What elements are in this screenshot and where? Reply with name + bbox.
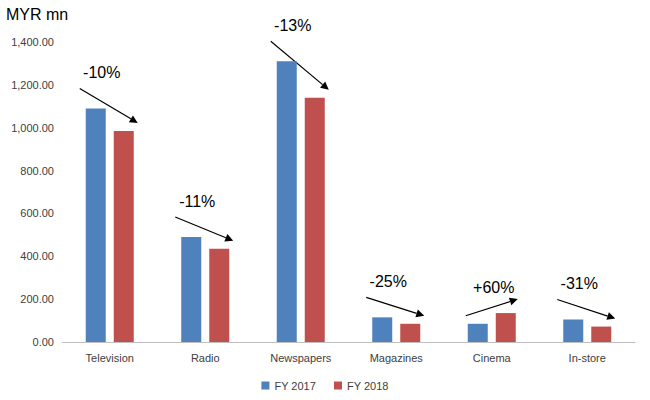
svg-text:400.00: 400.00 <box>20 250 54 262</box>
svg-text:-10%: -10% <box>83 64 120 81</box>
svg-text:Television: Television <box>86 352 134 364</box>
svg-text:800.00: 800.00 <box>20 165 54 177</box>
svg-text:Radio: Radio <box>191 352 220 364</box>
svg-text:-25%: -25% <box>370 273 407 290</box>
svg-text:FY 2017: FY 2017 <box>274 380 315 392</box>
svg-text:+60%: +60% <box>473 279 514 296</box>
svg-text:-31%: -31% <box>561 275 598 292</box>
svg-text:1,200.00: 1,200.00 <box>11 79 54 91</box>
svg-text:FY 2018: FY 2018 <box>347 380 388 392</box>
svg-text:-11%: -11% <box>179 193 215 210</box>
svg-text:1,400.00: 1,400.00 <box>11 36 54 48</box>
svg-text:MYR mn: MYR mn <box>6 6 68 23</box>
svg-text:In-store: In-store <box>569 352 606 364</box>
svg-text:Newspapers: Newspapers <box>270 352 332 364</box>
svg-text:Cinema: Cinema <box>473 352 512 364</box>
svg-text:0.00: 0.00 <box>33 336 54 348</box>
svg-text:Magazines: Magazines <box>370 352 424 364</box>
svg-text:1,000.00: 1,000.00 <box>11 122 54 134</box>
svg-text:600.00: 600.00 <box>20 207 54 219</box>
svg-text:-13%: -13% <box>274 17 311 34</box>
svg-text:200.00: 200.00 <box>20 293 54 305</box>
